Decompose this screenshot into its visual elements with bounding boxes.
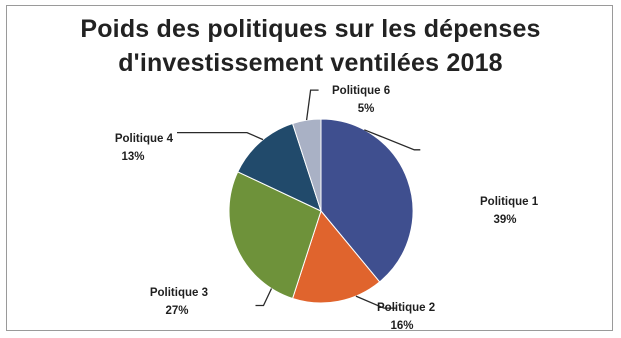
pie-slice-politique-6 [291, 118, 322, 212]
slice-percent-politique-1: 39% [493, 214, 516, 226]
slice-label-politique-1: Politique 1 [480, 196, 539, 208]
slice-percent-politique-3: 27% [165, 305, 188, 317]
slice-label-politique-6: Politique 6 [332, 85, 390, 97]
pie-slice-politique-2 [291, 209, 381, 304]
leader-line-politique-6 [305, 89, 319, 121]
chart-title-line-1: Poids des politiques sur les dépenses [80, 15, 541, 43]
slice-percent-politique-4: 13% [121, 151, 144, 163]
slice-percent-politique-6: 5% [358, 103, 375, 115]
slice-label-politique-3: Politique 3 [150, 287, 208, 299]
leader-line-politique-3 [255, 288, 273, 307]
leader-line-politique-1 [364, 129, 421, 151]
pie-slice-politique-1 [320, 118, 414, 283]
pie-slice-politique-3 [228, 171, 322, 300]
pie-labels: Politique 1 39% Politique 2 16% Politique 3 2… [115, 85, 539, 332]
slice-label-politique-4: Politique 4 [115, 133, 174, 145]
chart-title: Poids des politiques sur les dépenses d'… [0, 12, 621, 80]
leader-line-politique-4 [177, 131, 264, 141]
slice-label-politique-2: Politique 2 [377, 302, 435, 314]
slice-percent-politique-2: 16% [390, 320, 413, 332]
leader-line-politique-2 [355, 295, 396, 309]
pie-slices [228, 118, 414, 304]
pie-slice-politique-4 [237, 122, 322, 212]
chart-title-line-2: d'investissement ventilées 2018 [118, 49, 503, 77]
